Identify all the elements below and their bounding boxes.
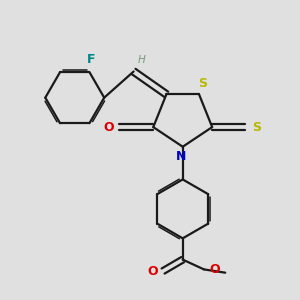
Text: O: O bbox=[147, 265, 158, 278]
Text: O: O bbox=[103, 121, 114, 134]
Text: S: S bbox=[252, 121, 261, 134]
Text: H: H bbox=[138, 55, 146, 65]
Text: S: S bbox=[198, 77, 207, 90]
Text: F: F bbox=[87, 53, 95, 66]
Text: N: N bbox=[176, 150, 186, 163]
Text: O: O bbox=[209, 263, 220, 276]
